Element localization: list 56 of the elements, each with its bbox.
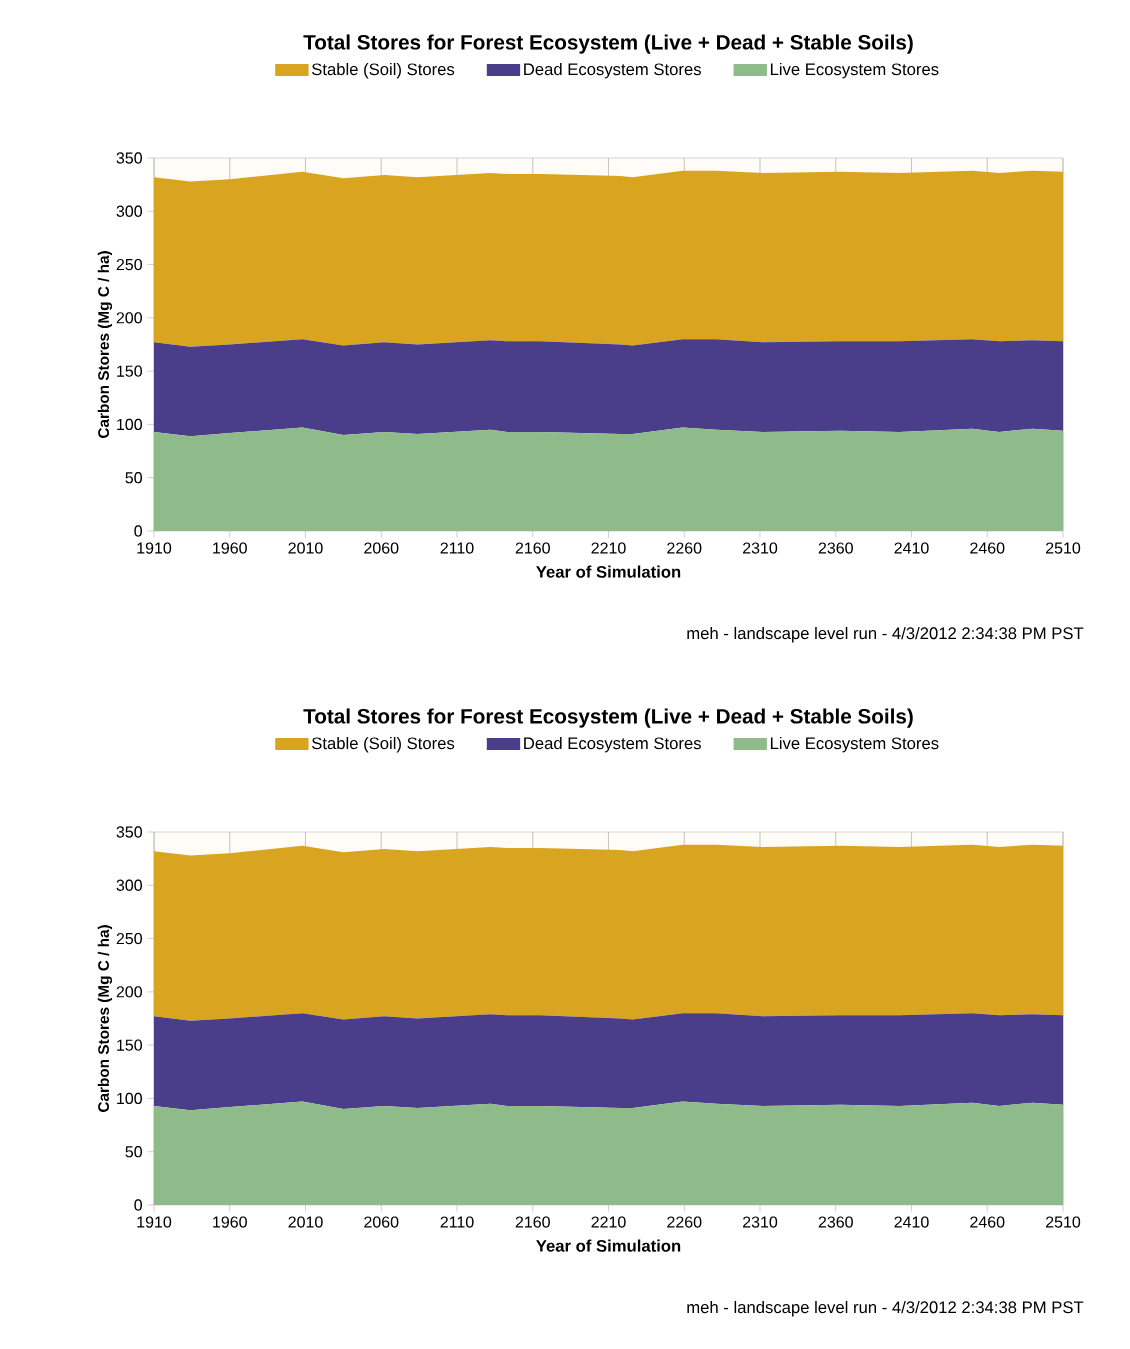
x-tick-label: 2510	[1046, 1216, 1081, 1228]
x-tick-label: 2360	[818, 542, 853, 554]
y-tick-label: 150	[117, 1039, 142, 1051]
x-tick-label: 2360	[818, 1216, 853, 1228]
x-axis-title: Year of Simulation	[536, 565, 681, 578]
y-tick-label: 350	[116, 826, 142, 838]
legend-label: Dead Ecosystem Stores	[524, 736, 701, 753]
x-tick-label: 2010	[288, 1216, 323, 1228]
x-tick-label: 2060	[364, 1216, 399, 1228]
x-tick-label: 2010	[288, 542, 323, 554]
x-tick-label: 1960	[213, 542, 247, 554]
y-tick-label: 100	[117, 1092, 142, 1105]
x-tick-label: 2110	[440, 542, 474, 554]
legend-label: Live Ecosystem Stores	[770, 62, 939, 79]
y-tick-label: 300	[116, 205, 142, 217]
x-tick-label: 2310	[743, 542, 778, 554]
y-axis-title: Carbon Stores (Mg C / ha)	[97, 925, 113, 1112]
x-tick-label: 2160	[515, 1216, 550, 1228]
x-tick-label: 2110	[440, 1216, 474, 1228]
y-tick-label: 50	[125, 1146, 142, 1158]
y-tick-label: 0	[134, 525, 142, 537]
chart-title: Total Stores for Forest Ecosystem (Live + Dead + Stable Soils)	[303, 34, 913, 54]
y-tick-label: 250	[116, 932, 142, 945]
y-tick-label: 300	[116, 879, 142, 891]
x-tick-label: 2210	[591, 542, 626, 554]
x-tick-label: 1960	[213, 1216, 247, 1228]
x-tick-label: 2060	[364, 542, 399, 554]
x-tick-label: 2160	[515, 542, 550, 554]
legend-label: Stable (Soil) Stores	[311, 736, 455, 753]
y-tick-label: 100	[117, 418, 142, 431]
y-tick-label: 200	[116, 312, 142, 324]
x-tick-label: 2260	[667, 542, 702, 554]
text: meh - landscape level run - 4/3/2012 2:34:38 PM PST	[687, 626, 1084, 643]
y-tick-label: 50	[125, 472, 142, 484]
x-tick-label: 2460	[970, 542, 1005, 554]
text: meh - landscape level run - 4/3/2012 2:34:38 PM PST	[687, 1300, 1084, 1317]
chart-title: Total Stores for Forest Ecosystem (Live + Dead + Stable Soils)	[303, 708, 913, 728]
x-tick-label: 1910	[137, 1216, 172, 1228]
x-tick-label: 2210	[591, 1216, 626, 1228]
y-tick-label: 250	[116, 258, 142, 271]
x-axis-title: Year of Simulation	[536, 1239, 681, 1252]
y-tick-label: 350	[116, 152, 142, 164]
y-axis-title: Carbon Stores (Mg C / ha)	[97, 251, 113, 438]
legend-label: Stable (Soil) Stores	[311, 62, 455, 79]
x-tick-label: 2410	[894, 542, 929, 554]
x-tick-label: 2310	[743, 1216, 778, 1228]
legend-label: Live Ecosystem Stores	[770, 736, 939, 753]
x-tick-label: 1910	[137, 542, 172, 554]
y-tick-label: 0	[134, 1199, 142, 1211]
x-tick-label: 2410	[894, 1216, 929, 1228]
x-tick-label: 2260	[667, 1216, 702, 1228]
legend-label: Dead Ecosystem Stores	[524, 62, 701, 79]
x-tick-label: 2510	[1046, 542, 1081, 554]
x-tick-label: 2460	[970, 1216, 1005, 1228]
y-tick-label: 200	[116, 986, 142, 998]
y-tick-label: 150	[117, 365, 142, 377]
